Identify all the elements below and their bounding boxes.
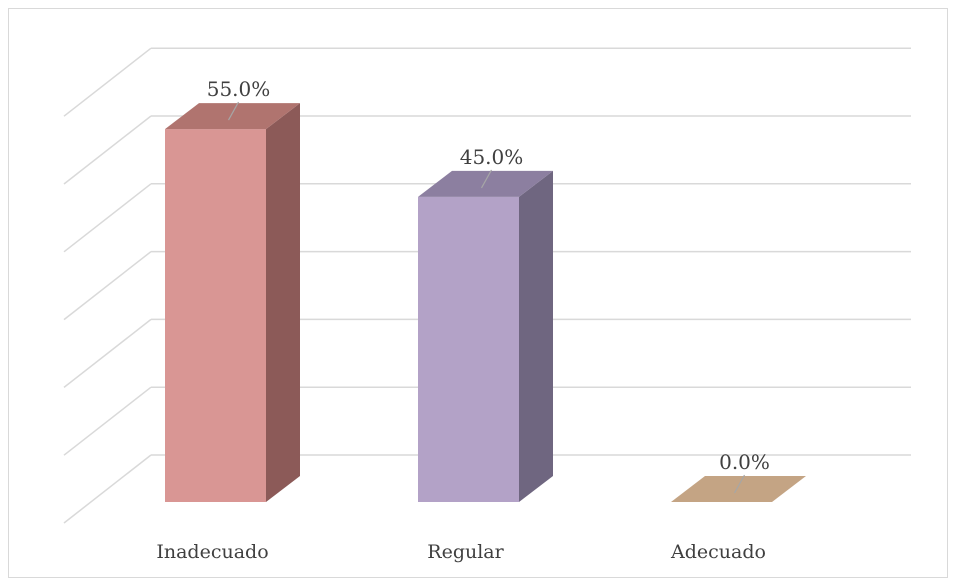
gridline-side [63, 251, 152, 321]
bar-front-inadecuado [165, 129, 266, 502]
chart-area: 55.0% Inadecuado 45.0% Regular 0.0% Adecuado [8, 8, 948, 578]
category-label-inadecuado: Inadecuado [156, 541, 268, 563]
gridline-side [63, 47, 152, 117]
gridline-side [63, 115, 152, 185]
leader-line [733, 474, 746, 494]
leader-line [227, 101, 240, 121]
category-label-regular: Regular [427, 541, 504, 563]
bar-chart-3d: 55.0% Inadecuado 45.0% Regular 0.0% Adecuado [63, 47, 911, 563]
category-label-adecuado: Adecuado [670, 541, 766, 563]
leader-line [480, 169, 493, 189]
bar-side-inadecuado [266, 103, 300, 502]
bar-top-regular [418, 170, 553, 197]
data-label-inadecuado: 55.0% [207, 77, 271, 101]
data-label-adecuado: 0.0% [719, 450, 770, 474]
data-label-regular: 45.0% [460, 145, 524, 169]
gridline-side [63, 318, 152, 388]
bar-side-regular [519, 170, 553, 502]
bar-top-inadecuado [165, 103, 300, 130]
gridline-side [63, 386, 152, 456]
gridline-side [63, 454, 152, 524]
gridline-side [63, 183, 152, 253]
bar-front-regular [418, 196, 519, 502]
bar-top-adecuado [671, 476, 806, 502]
